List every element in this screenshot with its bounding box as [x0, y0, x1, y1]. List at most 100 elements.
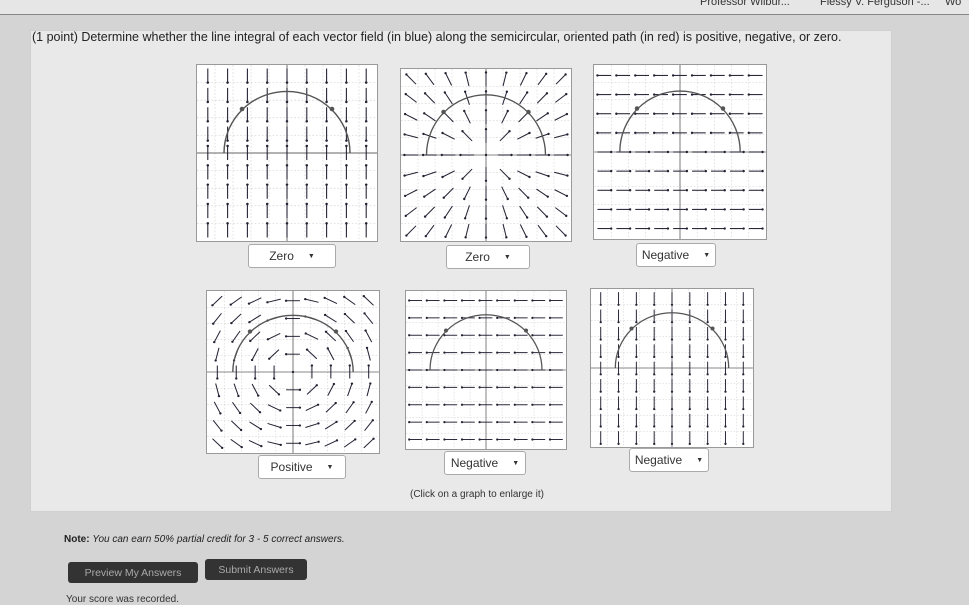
vector-field-graph-4[interactable]	[206, 290, 380, 454]
field-arrow	[212, 419, 222, 431]
field-arrow	[537, 224, 547, 237]
field-arrow	[465, 72, 470, 87]
field-arrow	[324, 297, 338, 305]
field-arrow	[535, 171, 549, 177]
field-arrow	[404, 133, 418, 139]
field-arrow	[364, 419, 374, 431]
enlarge-caption: (Click on a graph to enlarge it)	[410, 489, 544, 500]
preview-answers-button[interactable]: Preview My Answers	[68, 562, 198, 583]
field-arrow	[519, 72, 527, 86]
field-arrow	[536, 206, 548, 217]
field-arrow	[305, 333, 319, 340]
field-arrow	[251, 383, 259, 396]
field-arrow	[327, 383, 335, 396]
selected-answer: Negative	[450, 456, 499, 470]
selected-answer: Zero	[465, 250, 490, 264]
field-arrow	[537, 73, 547, 86]
caret-down-icon: ▼	[503, 253, 511, 261]
field-arrow	[343, 296, 356, 305]
field-arrow	[502, 205, 508, 219]
field-arrow	[324, 439, 338, 447]
selected-answer: Positive	[270, 460, 313, 474]
field-arrow	[231, 401, 241, 414]
field-arrow	[363, 295, 374, 306]
answer-select-4[interactable]: Positive ▼	[258, 455, 346, 479]
field-arrow	[554, 113, 568, 121]
field-arrow	[327, 348, 335, 361]
vector-field-graph-6[interactable]	[590, 288, 754, 448]
field-arrow	[502, 223, 507, 238]
field-arrow	[267, 441, 281, 446]
field-arrow	[345, 401, 355, 414]
field-arrow	[305, 441, 319, 446]
field-arrow	[345, 330, 355, 343]
field-arrow	[519, 92, 528, 105]
field-arrow	[423, 171, 437, 177]
field-arrow	[212, 438, 223, 449]
vector-field-graph-5[interactable]	[405, 290, 567, 450]
field-arrow	[501, 186, 509, 200]
field-arrow	[344, 313, 355, 324]
field-arrow	[519, 224, 527, 238]
field-arrow	[267, 404, 281, 411]
score-message: Your score was recorded.	[66, 594, 180, 605]
field-arrow	[248, 297, 262, 305]
problem-prompt: (1 point) Determine whether the line int…	[32, 30, 842, 44]
field-arrow	[363, 438, 374, 449]
semicircle-path	[614, 312, 730, 369]
field-arrow	[536, 188, 549, 198]
field-arrow	[325, 331, 337, 342]
field-arrow	[215, 347, 220, 361]
field-arrow	[444, 92, 453, 105]
field-arrow	[215, 383, 220, 397]
answer-select-6[interactable]: Negative ▼	[629, 448, 709, 472]
field-arrow	[444, 205, 453, 218]
field-arrow	[554, 133, 568, 139]
note: Note: You can earn 50% partial credit fo…	[64, 534, 345, 545]
field-arrow	[213, 330, 221, 343]
field-arrow	[555, 207, 567, 217]
bookmark[interactable]: Professor Wilbur...	[700, 0, 790, 8]
bookmark[interactable]: Wo	[945, 0, 962, 8]
note-label: Note:	[64, 534, 90, 545]
field-arrow	[424, 206, 436, 217]
field-arrow	[267, 422, 281, 428]
field-arrow	[462, 130, 473, 142]
field-arrow	[517, 132, 530, 140]
field-arrow	[365, 401, 373, 414]
answer-select-1[interactable]: Zero ▼	[248, 244, 336, 268]
bookmark[interactable]: Flessy V. Ferguson -...	[820, 0, 930, 8]
field-arrow	[268, 349, 280, 360]
field-arrow	[249, 331, 261, 342]
field-arrow	[536, 93, 548, 104]
semicircle-path	[429, 314, 543, 371]
answer-select-5[interactable]: Negative ▼	[444, 451, 526, 475]
field-arrow	[405, 207, 417, 217]
field-arrow	[425, 73, 435, 86]
field-arrow	[347, 383, 353, 397]
field-arrow	[423, 112, 436, 122]
field-arrow	[233, 383, 239, 397]
field-arrow	[404, 189, 418, 197]
vector-field-graph-2[interactable]	[400, 68, 572, 242]
field-arrow	[231, 313, 242, 324]
caret-down-icon: ▼	[326, 463, 334, 471]
field-arrow	[366, 347, 371, 361]
field-arrow	[212, 295, 223, 306]
semicircle-path	[619, 90, 741, 153]
field-arrow	[425, 224, 435, 237]
field-arrow	[325, 402, 337, 413]
field-arrow	[517, 170, 530, 178]
semicircle-path	[223, 90, 351, 154]
answer-select-3[interactable]: Negative ▼	[636, 243, 716, 267]
field-arrow	[267, 298, 281, 303]
vector-field-graph-1[interactable]	[196, 64, 378, 242]
caret-down-icon: ▼	[696, 456, 704, 464]
answer-select-2[interactable]: Zero ▼	[446, 245, 530, 269]
field-arrow	[499, 130, 510, 142]
field-arrow	[554, 189, 568, 197]
submit-answers-button[interactable]: Submit Answers	[205, 559, 307, 580]
field-arrow	[230, 439, 243, 448]
field-arrow	[501, 110, 509, 124]
vector-field-graph-3[interactable]	[593, 64, 767, 240]
